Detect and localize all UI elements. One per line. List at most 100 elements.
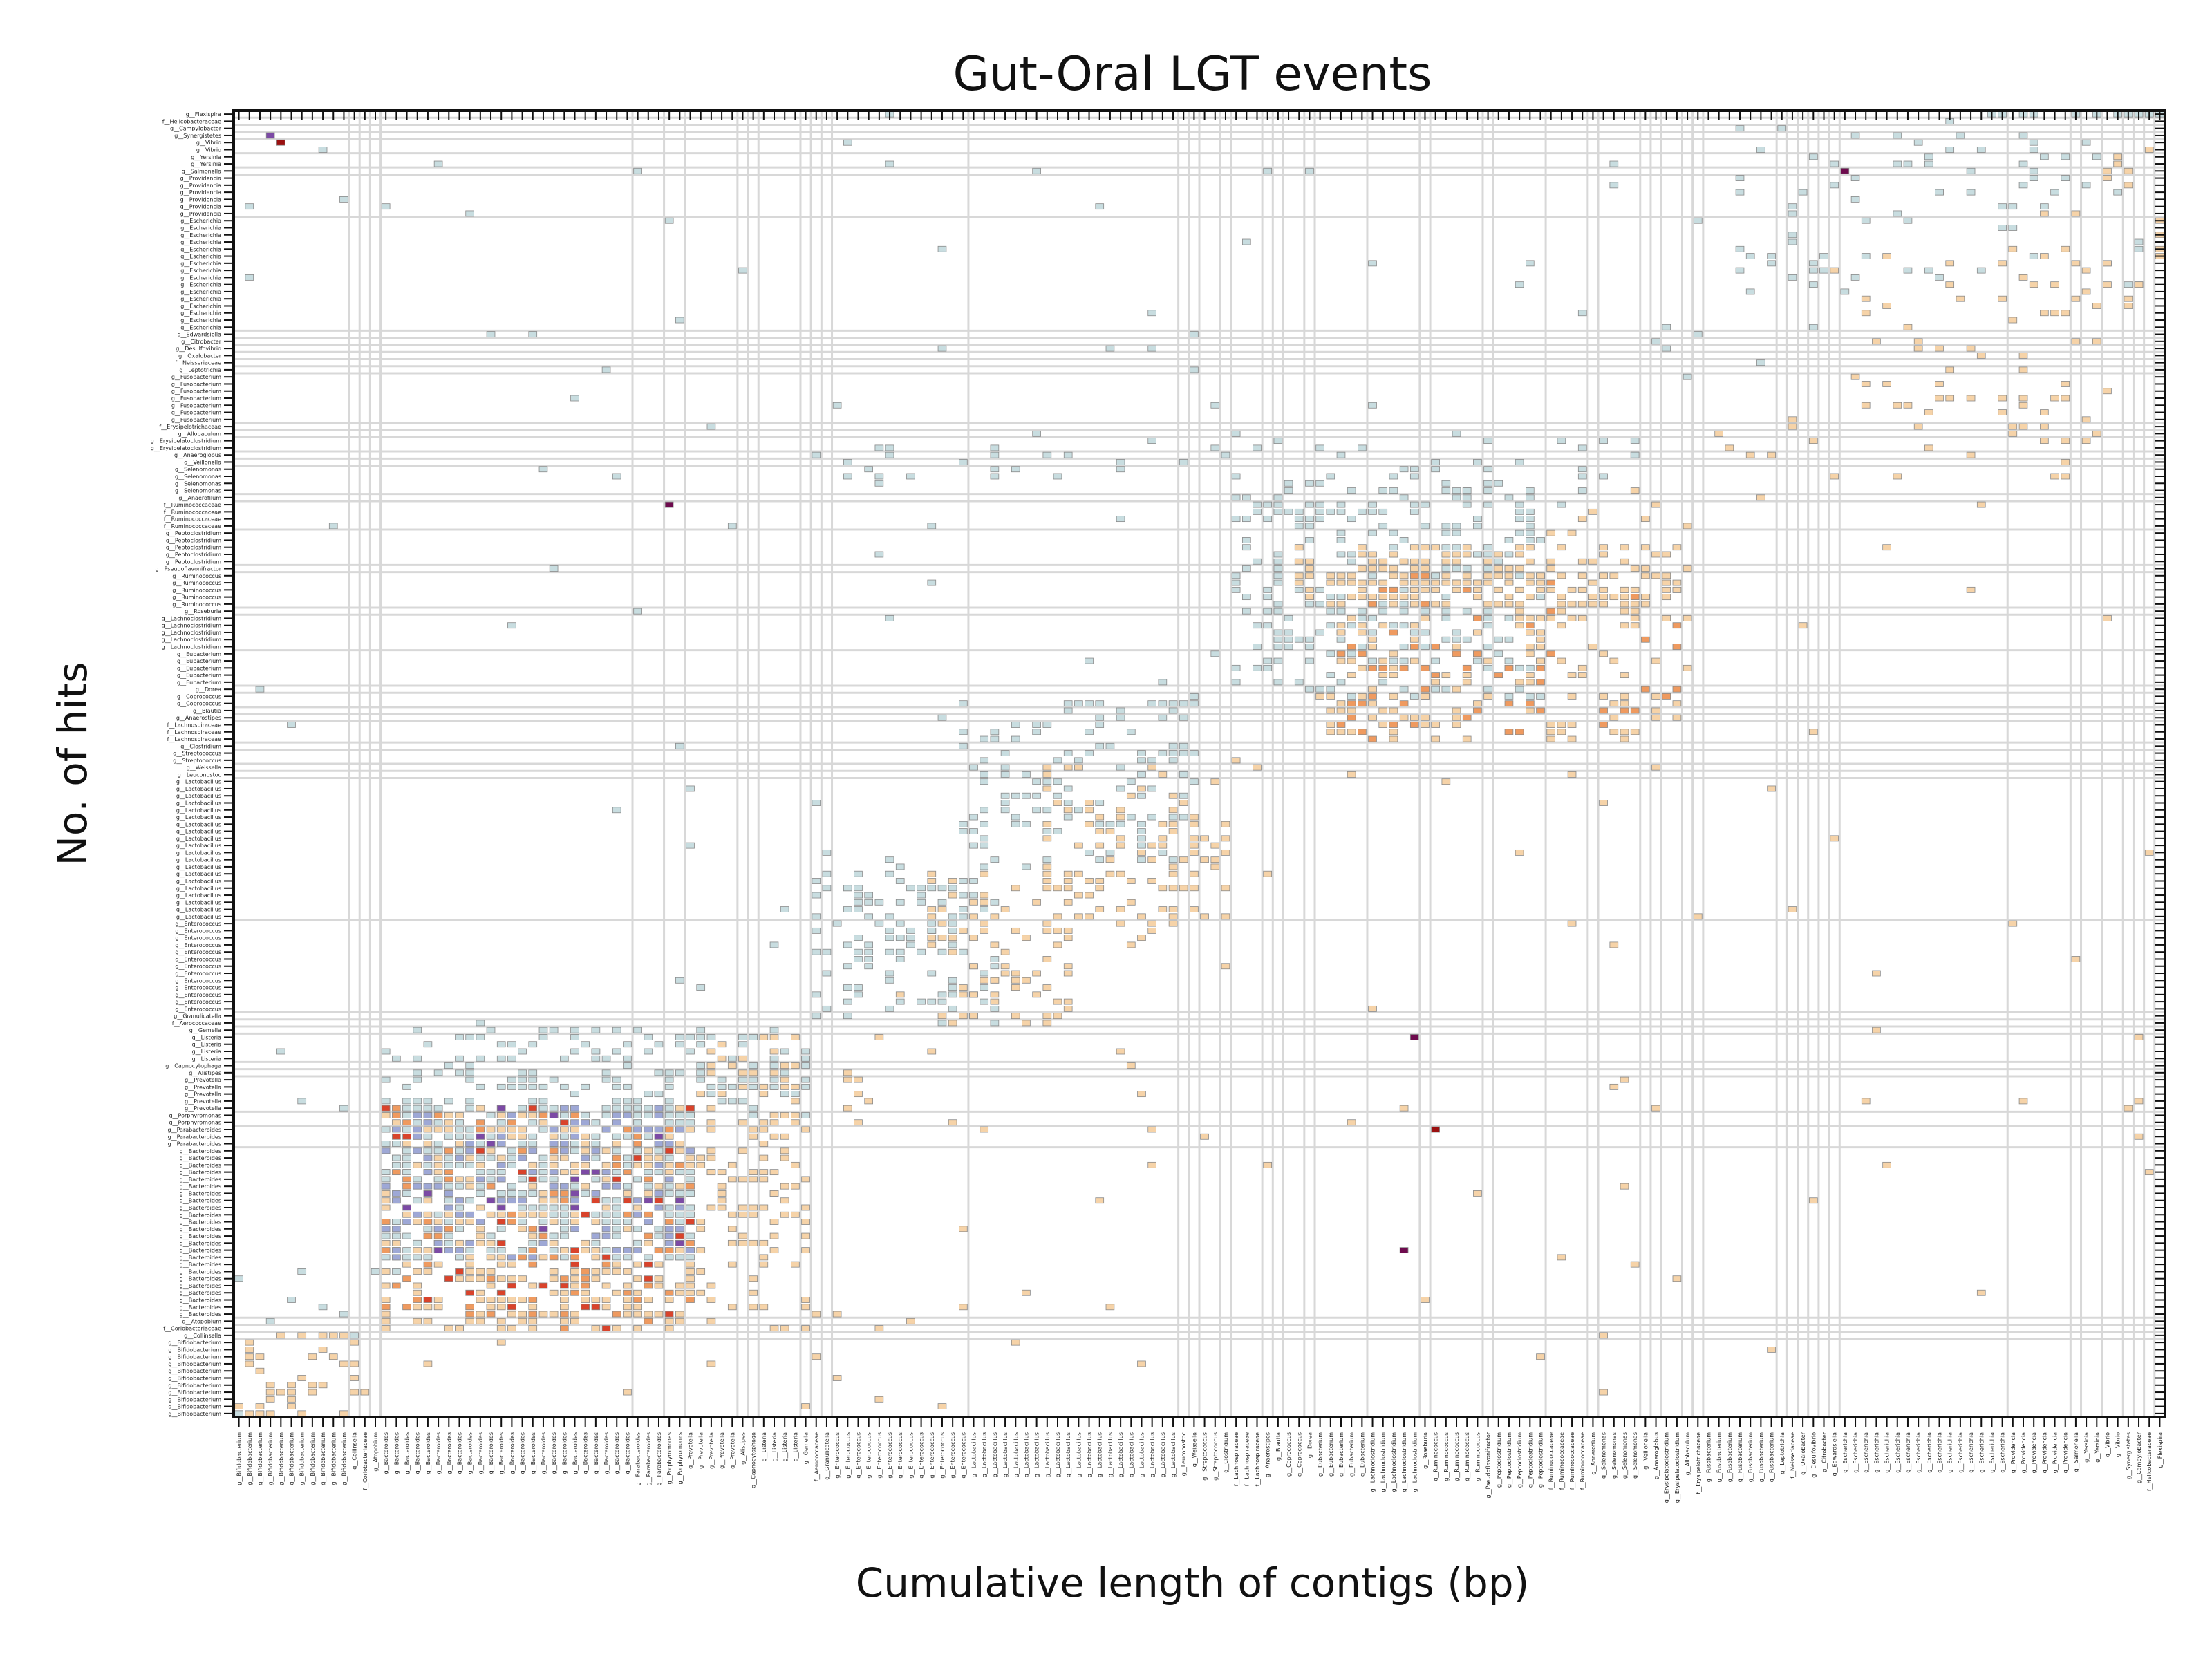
- heatmap-cell: [1452, 714, 1461, 721]
- heatmap-cell: [465, 1268, 474, 1275]
- heatmap-cell: [1409, 636, 1419, 643]
- heatmap-cell: [1893, 160, 1902, 167]
- y-tick-label: g__Anaeroglobus: [174, 452, 221, 458]
- heatmap-cell: [1126, 899, 1136, 906]
- x-tick-label: g__Escherichia: [1884, 1432, 1891, 1473]
- heatmap-cell: [1326, 572, 1335, 579]
- heatmap-cell: [980, 899, 989, 906]
- heatmap-cell: [339, 1311, 348, 1318]
- heatmap-cell: [686, 1169, 695, 1176]
- x-tick-label: g__Bacteroides: [415, 1432, 421, 1474]
- heatmap-cell: [245, 1410, 254, 1417]
- heatmap-cell: [1504, 594, 1514, 601]
- heatmap-cell: [496, 1197, 506, 1204]
- y-tick-label: g__Prevotella: [185, 1091, 221, 1098]
- heatmap-cell: [1347, 672, 1356, 679]
- heatmap-cell: [339, 1105, 348, 1112]
- heatmap-cell: [2018, 402, 2028, 409]
- heatmap-cell: [1546, 729, 1556, 735]
- heatmap-cell: [654, 1126, 664, 1133]
- heatmap-cell: [1850, 132, 1860, 139]
- heatmap-cell: [1336, 636, 1346, 643]
- heatmap-cell: [1462, 487, 1472, 494]
- heatmap-cell: [444, 1219, 453, 1225]
- heatmap-cell: [612, 1169, 621, 1176]
- heatmap-cell: [612, 1098, 621, 1105]
- heatmap-cell: [2061, 395, 2070, 402]
- heatmap-cell: [413, 1239, 422, 1246]
- heatmap-cell: [392, 1282, 401, 1289]
- y-tick-label: g__Lactobacillus: [176, 878, 221, 884]
- heatmap-cell: [1347, 594, 1356, 601]
- heatmap-cell: [801, 1048, 810, 1055]
- heatmap-cell: [633, 1176, 642, 1183]
- heatmap-cell: [1536, 644, 1545, 650]
- heatmap-cell: [1347, 707, 1356, 714]
- x-tick-label: g__Lactobacillus: [1023, 1432, 1029, 1477]
- heatmap-cell: [2029, 175, 2038, 181]
- heatmap-cell: [644, 1105, 653, 1112]
- heatmap-cell: [381, 1098, 391, 1105]
- heatmap-cell: [339, 196, 348, 203]
- heatmap-cell: [1651, 714, 1660, 721]
- heatmap-cell: [1462, 608, 1472, 615]
- y-tick-label: g__Enterococcus: [175, 949, 221, 955]
- heatmap-cell: [633, 1289, 642, 1296]
- heatmap-cell: [1966, 451, 1976, 458]
- heatmap-cell: [1441, 565, 1451, 572]
- heatmap-cell: [1935, 395, 1944, 402]
- heatmap-cell: [538, 1098, 548, 1105]
- heatmap-cell: [1431, 722, 1440, 728]
- heatmap-cell: [959, 1226, 968, 1232]
- heatmap-cell: [570, 1289, 579, 1296]
- heatmap-cell: [612, 1204, 621, 1211]
- heatmap-cell: [507, 1133, 516, 1140]
- heatmap-cell: [937, 920, 947, 927]
- x-tick-label: g__Leuconostoc: [1181, 1432, 1187, 1476]
- heatmap-cell: [664, 1297, 674, 1303]
- heatmap-cell: [413, 1304, 422, 1311]
- heatmap-cell: [1042, 885, 1052, 892]
- heatmap-cell: [2040, 438, 2049, 444]
- heatmap-cell: [423, 1169, 433, 1176]
- heatmap-cell: [328, 1332, 338, 1339]
- heatmap-cell: [1074, 842, 1083, 849]
- heatmap-cell: [1599, 473, 1608, 480]
- heatmap-cell: [1473, 579, 1482, 586]
- heatmap-cell: [1368, 260, 1377, 267]
- y-tick-label: g__Yersinia: [191, 154, 221, 160]
- heatmap-cell: [433, 1219, 443, 1225]
- heatmap-cell: [413, 1126, 422, 1133]
- heatmap-cell: [1515, 551, 1524, 558]
- heatmap-cell: [1599, 551, 1608, 558]
- heatmap-cell: [433, 1154, 443, 1161]
- x-tick-label: g__Lactobacillus: [1065, 1432, 1071, 1477]
- heatmap-cell: [1641, 516, 1650, 523]
- heatmap-cell: [1063, 807, 1073, 814]
- heatmap-cell: [1063, 927, 1073, 934]
- heatmap-cell: [1063, 870, 1073, 877]
- heatmap-cell: [2050, 189, 2059, 196]
- x-tick-label: g__Bacteroides: [603, 1432, 610, 1474]
- heatmap-cell: [381, 1197, 391, 1204]
- y-tick-label: g__Eubacterium: [177, 658, 221, 664]
- heatmap-cell: [874, 1396, 884, 1403]
- heatmap-cell: [1179, 742, 1188, 749]
- heatmap-cell: [1347, 551, 1356, 558]
- heatmap-cell: [1126, 729, 1136, 735]
- x-tick-label: g__Bifidobacterium: [320, 1432, 326, 1485]
- y-tick-label: f__Lachnospiraceae: [167, 729, 221, 735]
- heatmap-cell: [664, 217, 674, 224]
- heatmap-cell: [990, 963, 1000, 970]
- y-tick-label: g__Listeria: [192, 1034, 221, 1040]
- heatmap-cell: [528, 1141, 538, 1147]
- heatmap-cell: [287, 1396, 296, 1403]
- heatmap-cell: [1190, 814, 1199, 821]
- heatmap-cell: [1976, 147, 1986, 153]
- heatmap-cell: [843, 1069, 852, 1076]
- heatmap-cell: [465, 1105, 474, 1112]
- heatmap-cell: [1032, 167, 1041, 174]
- x-tick-label: g__Escherichia: [1873, 1432, 1880, 1473]
- heatmap-cell: [423, 1154, 433, 1161]
- x-tick-label: g__Lactobacillus: [1044, 1432, 1051, 1477]
